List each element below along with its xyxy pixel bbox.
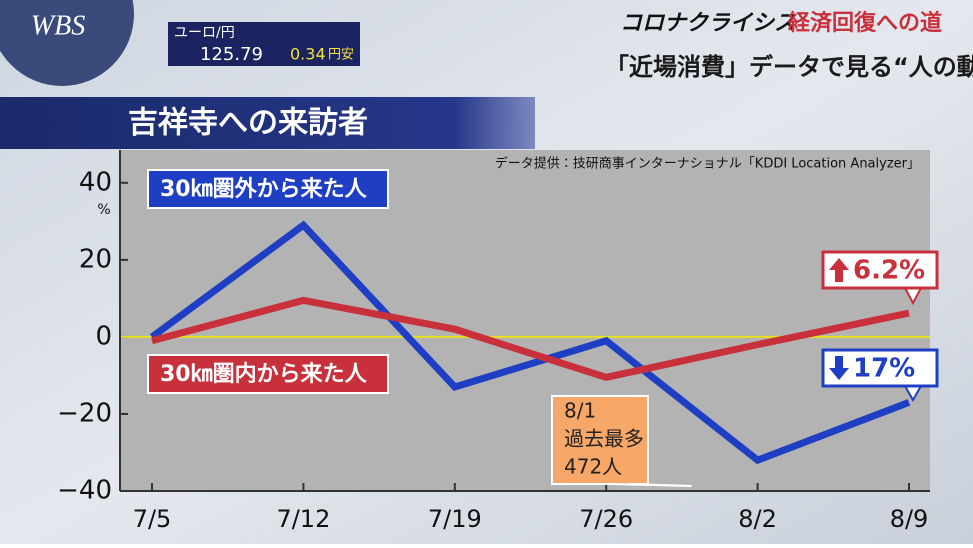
series-line [151, 296, 910, 381]
annotation-text: 472人 [564, 455, 622, 479]
annotation-text: 過去最多 [564, 427, 644, 451]
ticker-box [168, 22, 360, 66]
legend-box [147, 354, 389, 394]
value-label: 17% [853, 354, 915, 384]
logo: WBS [31, 10, 85, 41]
y-tick-label: −20 [57, 398, 112, 428]
y-tick-label: 20 [79, 244, 112, 274]
chart-title: 吉祥寺への来訪者 [128, 106, 368, 141]
series-line [149, 220, 911, 465]
legend-label: 30㎞圏外から来た人 [160, 176, 368, 202]
series-title: コロナクライシス [620, 11, 796, 36]
ticker-change: 0.34 [290, 45, 326, 64]
source: データ提供：技研商事インターナショナル「KDDI Location Analyz… [495, 156, 920, 172]
value-label: 6.2% [853, 256, 925, 286]
ticker-direction: 円安 [328, 48, 354, 63]
series-subtitle: 経済回復への道 [787, 10, 942, 36]
y-tick-label: −40 [57, 476, 112, 506]
x-tick-label: 8/9 [890, 505, 929, 533]
segment-title: 「近場消費」データで見る“人の動き” [605, 53, 973, 81]
legend-box [147, 169, 389, 209]
y-tick-label: 40 [79, 167, 112, 197]
x-tick-label: 8/2 [738, 505, 777, 533]
x-tick-label: 7/5 [133, 505, 172, 533]
y-tick-label: 0 [95, 321, 112, 351]
value-label-arrow [829, 356, 849, 380]
ticker-rate: 125.79 [200, 44, 263, 65]
legend-label: 30㎞圏内から来た人 [160, 362, 368, 387]
value-label-arrow [829, 258, 849, 282]
annotation-text: 8/1 [564, 399, 596, 423]
annotation-box [551, 395, 692, 487]
x-tick-label: 7/26 [579, 505, 633, 533]
title-banner [0, 97, 535, 149]
value-label-tail [904, 385, 922, 403]
logo-badge [0, 0, 134, 86]
x-tick-label: 7/12 [276, 505, 330, 533]
y-unit: % [97, 202, 110, 218]
value-label-tail [904, 287, 922, 306]
x-tick-label: 7/19 [428, 505, 482, 533]
ticker-pair: ユーロ/円 [174, 25, 235, 41]
